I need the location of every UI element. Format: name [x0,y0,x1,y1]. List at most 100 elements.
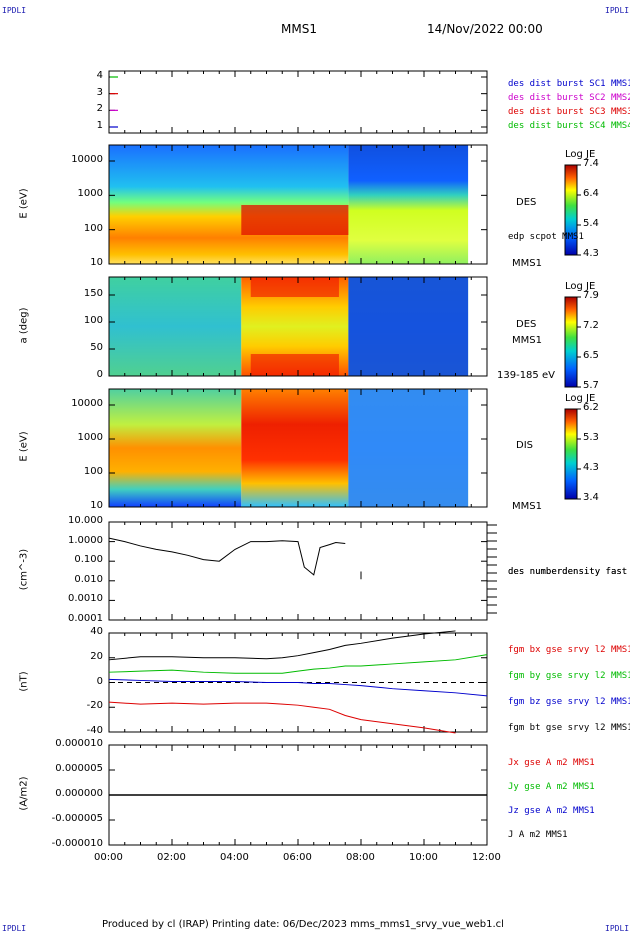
des_energy-side-label: edp scpot MMS1 [508,232,584,242]
current-ytick-label: 0.000000 [55,788,103,799]
current-ytick-label: -0.000005 [51,813,103,824]
des-pitch-hot-bottom [250,354,339,376]
dis_energy-ylabel: E (eV) [18,431,30,462]
des_energy-colorbar-tick-label: 6.4 [583,188,599,199]
dis_energy-heat-segment [109,389,242,507]
burst-frame [108,70,488,134]
des_energy-colorbar-tick-label: 7.4 [583,158,599,169]
density-legend-item: des numberdensity fast M [508,567,630,577]
des_pitch-heat-segment [109,277,242,376]
des_pitch-ytick-label: 150 [83,288,103,299]
des_pitch-colorbar-tick-label: 7.9 [583,290,599,301]
dis_energy-ytick-label: 10000 [71,398,103,409]
density-series-line [108,537,346,576]
corner-label-bottom-left: IPDLI [2,924,27,933]
dis_energy-colorbar-tick-label: 4.3 [583,462,599,473]
x-tick-label: 00:00 [94,852,123,863]
bfield-ytick-label: -20 [86,700,103,712]
dis_energy-instrument-label: DIS [516,440,533,451]
dis_energy-heat-segment [241,389,349,507]
bfield-series-line-3 [108,630,456,661]
bfield-legend-item: fgm bx gse srvy l2 MMS1 [508,645,630,655]
density-ylabel: (cm^-3) [18,548,30,591]
des-energy-hot-band [241,205,349,235]
corner-label-bottom-right: IPDLI [605,924,630,933]
des_pitch-ytick-label: 50 [90,342,103,353]
des_pitch-ytick-label: 100 [83,315,103,326]
dis_energy-ytick-label: 10 [90,500,103,511]
density-frame [108,521,488,621]
dis_energy-colorbar-tick-label: 3.4 [583,492,599,503]
density-legend-item: des numberdensity fast M [508,567,630,577]
burst-legend-item: des dist burst SC3 MMS3 [508,107,630,117]
bfield-series-line-1 [108,654,488,674]
dis_energy-colorbar-title: Log JE [565,393,596,404]
des_energy-ytick-label: 100 [83,222,103,234]
density-ytick-label: 0.010 [74,573,103,585]
mission-title: MMS1 [281,22,317,36]
bfield-legend-item: fgm by gse srvy l2 MMS1 [508,671,630,681]
x-tick-label: 10:00 [409,852,438,863]
burst-ytick-label: 2 [96,103,103,115]
des_pitch-colorbar-tick-label: 7.2 [583,320,599,331]
dis_energy-colorbar-tick-label: 5.3 [583,432,599,443]
density-ytick-label: 0.0001 [68,613,103,624]
current-legend-item: J A m2 MMS1 [508,830,568,840]
dis_energy-ytick-label: 1000 [77,432,103,443]
density-ytick-label: 10.000 [68,515,103,526]
des_energy-colorbar-title: Log JE [565,149,596,160]
des_energy-ytick-label: 1000 [77,188,103,200]
burst-legend-item: des dist burst SC4 MMS4 [508,121,630,131]
current-ytick-label: 0.000010 [55,738,103,749]
burst-ytick-label: 4 [96,70,103,81]
bfield-ylabel: (nT) [18,670,30,692]
density-ytick-label: 0.0010 [68,593,103,605]
x-tick-label: 02:00 [157,852,186,863]
des_energy-ytick-label: 10 [90,257,103,268]
x-tick-label: 04:00 [220,852,249,863]
bfield-legend-item: fgm bz gse srvy l2 MMS1 [508,697,630,707]
des_energy-bottom-label: MMS1 [512,258,542,269]
des_energy-heat-segment [348,145,469,264]
density-ytick-label: 1.0000 [68,534,103,546]
dis_energy-colorbar [564,408,578,500]
des-pitch-cold-region [348,277,469,376]
x-tick-label: 12:00 [472,852,501,863]
des_pitch-ytick-label: 0 [96,369,103,380]
bfield-ytick-label: 40 [90,626,103,637]
corner-label-top-right: IPDLI [605,6,630,15]
bfield-ytick-label: 20 [90,650,103,662]
des_energy-ytick-label: 10000 [71,154,103,165]
current-ytick-label: 0.000005 [55,763,103,774]
bfield-series-line-2 [108,678,488,697]
des_energy-colorbar [564,164,578,256]
des_pitch-bottom-label: 139-185 eV [497,370,555,381]
burst-ytick-label: 1 [96,120,103,131]
dis_energy-colorbar-tick-label: 6.2 [583,402,599,413]
corner-label-top-left: IPDLI [2,6,27,15]
current-legend-item: Jz gse A m2 MMS1 [508,806,595,816]
burst-legend-item: des dist burst SC1 MMS1 [508,79,630,89]
des_pitch-colorbar-title: Log JE [565,281,596,292]
burst-ytick-label: 3 [96,86,103,98]
current-ytick-label: -0.000010 [51,838,103,849]
des_pitch-colorbar-tick-label: 5.7 [583,380,599,391]
footer-text: Produced by cl (IRAP) Printing date: 06/… [102,919,504,930]
des_pitch-colorbar-tick-label: 6.5 [583,350,599,361]
dis-energy-cold-region [348,389,469,507]
dis_energy-bottom-label: MMS1 [512,501,542,512]
bfield-legend-item: fgm bt gse srvy l2 MMS1 [508,723,630,733]
bfield-series-line-0 [108,701,456,734]
dis_energy-ytick-label: 100 [83,466,103,477]
des_pitch-ylabel: a (deg) [18,307,30,343]
density-ytick-label: 0.100 [74,554,103,566]
current-legend-item: Jy gse A m2 MMS1 [508,782,595,792]
des_energy-ylabel: E (eV) [18,187,30,219]
des_pitch-colorbar [564,296,578,388]
current-ylabel: (A/m2) [18,776,30,811]
des_energy-instrument-label: DES [516,196,537,208]
current-legend-item: Jx gse A m2 MMS1 [508,758,595,768]
des_pitch-instrument-label: DES [516,318,537,330]
bfield-ytick-label: -40 [86,725,103,736]
